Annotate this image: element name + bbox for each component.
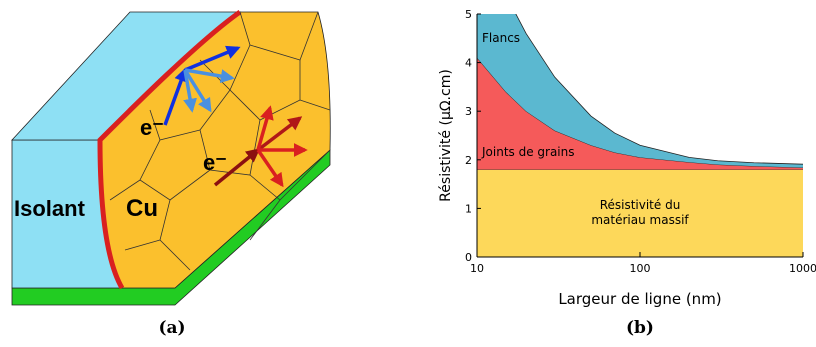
insulator-label: Isolant (14, 196, 86, 221)
caption: (b) (626, 318, 654, 338)
diagram: Isolant Cu e⁻ e⁻ (a) (11, 9, 331, 338)
series-label-box: Résistivité du matériau massif (591, 198, 689, 227)
y-tick-label: 4 (465, 57, 472, 70)
series-label: Résistivité du matériau massif (591, 198, 689, 227)
x-tick-label: 1000 (789, 262, 816, 275)
area-edge (515, 14, 803, 165)
area (477, 14, 803, 168)
y-tick-label: 2 (465, 154, 472, 167)
metal-label: Cu (126, 195, 158, 222)
y-tick-label: 5 (465, 8, 472, 21)
area (477, 57, 803, 170)
electron-arrows (163, 45, 308, 188)
series-label: Flancs (482, 31, 520, 45)
y-axis-label: Résistivité (μΩ.cm) (438, 69, 454, 202)
electron-label: e⁻ (203, 150, 227, 175)
y-tick-label: 1 (465, 202, 472, 215)
y-tick-label: 3 (465, 105, 472, 118)
area (477, 169, 803, 257)
y-tick-label: 0 (465, 251, 472, 264)
series-label: Joints de grains (481, 145, 575, 159)
plot-area (477, 14, 803, 257)
caption: (a) (158, 318, 185, 338)
x-tick-label: 10 (470, 262, 484, 275)
x-tick-label: 100 (630, 262, 651, 275)
x-axis-label: Largeur de ligne (nm) (558, 290, 721, 308)
barrier (97, 9, 242, 290)
electron-label: e⁻ (140, 115, 164, 140)
